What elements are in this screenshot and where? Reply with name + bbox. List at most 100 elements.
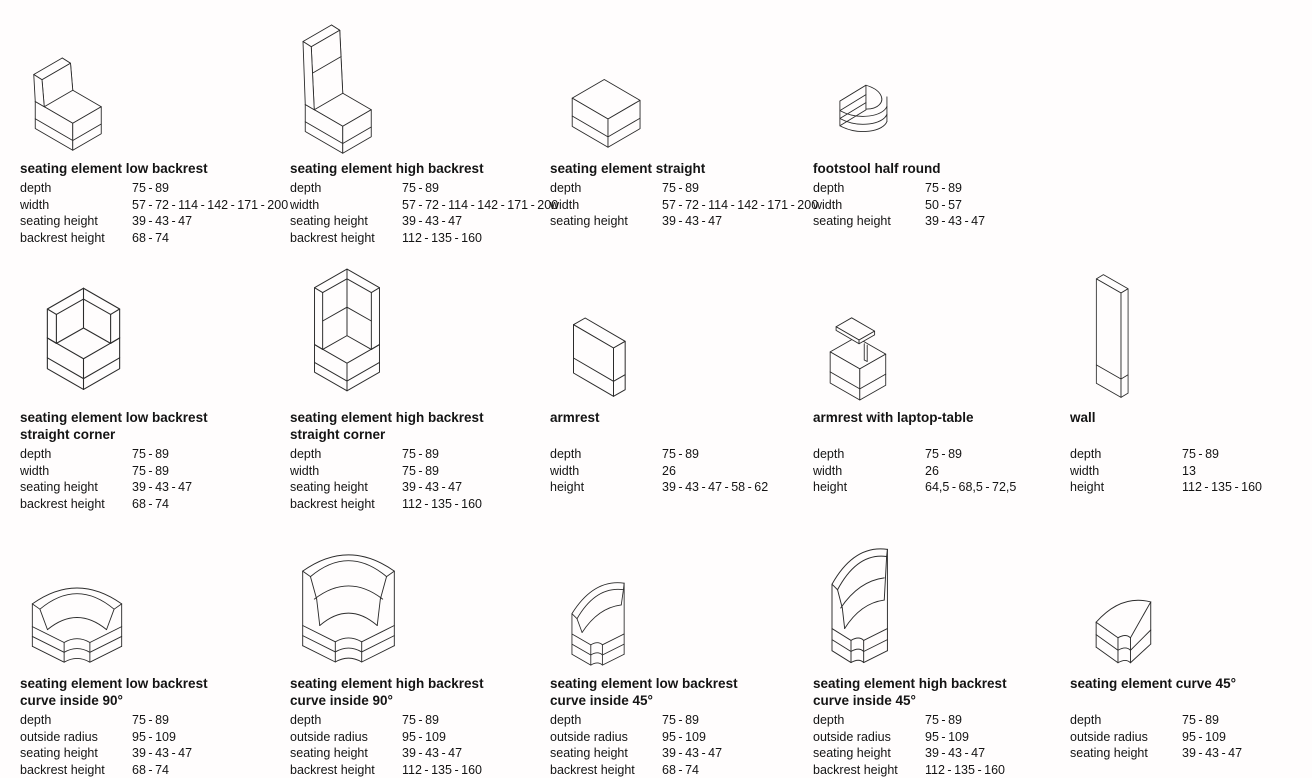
spec-label: seating height — [550, 745, 662, 762]
spec-value: 57 - 72 - 114 - 142 - 171 - 200 — [132, 197, 288, 214]
seating-element-low-backrest-curve-45-drawing — [556, 527, 813, 669]
spec-value: 75 - 89 — [1182, 446, 1219, 463]
spec-label: seating height — [20, 479, 132, 496]
spec-value: 68 - 74 — [132, 762, 169, 778]
spec-value: 75 - 89 — [662, 712, 699, 729]
spec-label: seating height — [1070, 745, 1182, 762]
spec-label: height — [813, 479, 925, 496]
spec-label: depth — [290, 712, 402, 729]
product-title: seating element low backrest — [550, 675, 813, 692]
spec-value: 50 - 57 — [925, 197, 962, 214]
spec-label: backrest height — [290, 230, 402, 247]
product-title-line2: curve inside 90° — [290, 692, 550, 709]
spec-label: width — [290, 463, 402, 480]
spec-label: width — [813, 197, 925, 214]
spec-value: 112 - 135 - 160 — [402, 762, 482, 778]
spec-label: depth — [550, 446, 662, 463]
spec-value: 75 - 89 — [402, 180, 439, 197]
spec-label: depth — [290, 446, 402, 463]
spec-label: width — [550, 463, 662, 480]
spec-value: 39 - 43 - 47 - 58 - 62 — [662, 479, 768, 496]
spec-value: 112 - 135 - 160 — [1182, 479, 1262, 496]
spec-value: 39 - 43 - 47 — [132, 745, 192, 762]
spec-label: depth — [813, 180, 925, 197]
spec-value: 95 - 109 — [132, 729, 176, 746]
spec-value: 39 - 43 - 47 — [925, 213, 985, 230]
spec-value: 75 - 89 — [132, 463, 169, 480]
spec-label: outside radius — [1070, 729, 1182, 746]
seating-element-high-backrest-curve-45-drawing — [813, 527, 1070, 669]
product-title: seating element low backrest — [20, 160, 290, 177]
spec-value: 75 - 89 — [662, 446, 699, 463]
seating-element-high-backrest-drawing — [290, 4, 550, 154]
product-title: seating element high backrest — [290, 160, 550, 177]
spec-label: seating height — [20, 213, 132, 230]
spec-value: 39 - 43 - 47 — [132, 213, 192, 230]
spec-value: 39 - 43 - 47 — [1182, 745, 1242, 762]
spec-value: 95 - 109 — [402, 729, 446, 746]
spec-label: backrest height — [20, 496, 132, 513]
spec-value: 26 — [662, 463, 676, 480]
spec-value: 26 — [925, 463, 939, 480]
product-title: seating element low backrest — [20, 409, 290, 426]
spec-value: 13 — [1182, 463, 1196, 480]
product-title: seating element high backrest — [813, 675, 1070, 692]
product-title: armrest — [550, 409, 813, 426]
spec-label: width — [1070, 463, 1182, 480]
wall-drawing — [1075, 261, 1300, 403]
spec-label: backrest height — [290, 762, 402, 778]
spec-value: 75 - 89 — [132, 180, 169, 197]
spec-label: depth — [1070, 446, 1182, 463]
spec-label: seating height — [813, 745, 925, 762]
spec-label: height — [550, 479, 662, 496]
product-title: footstool half round — [813, 160, 1070, 177]
product-title-line2: curve inside 45° — [813, 692, 1070, 709]
product-title: seating element low backrest — [20, 675, 290, 692]
footstool-half-round-drawing — [821, 4, 1070, 154]
spec-label: width — [20, 197, 132, 214]
seating-element-curve-45-drawing — [1082, 527, 1300, 669]
spec-label: backrest height — [550, 762, 662, 778]
